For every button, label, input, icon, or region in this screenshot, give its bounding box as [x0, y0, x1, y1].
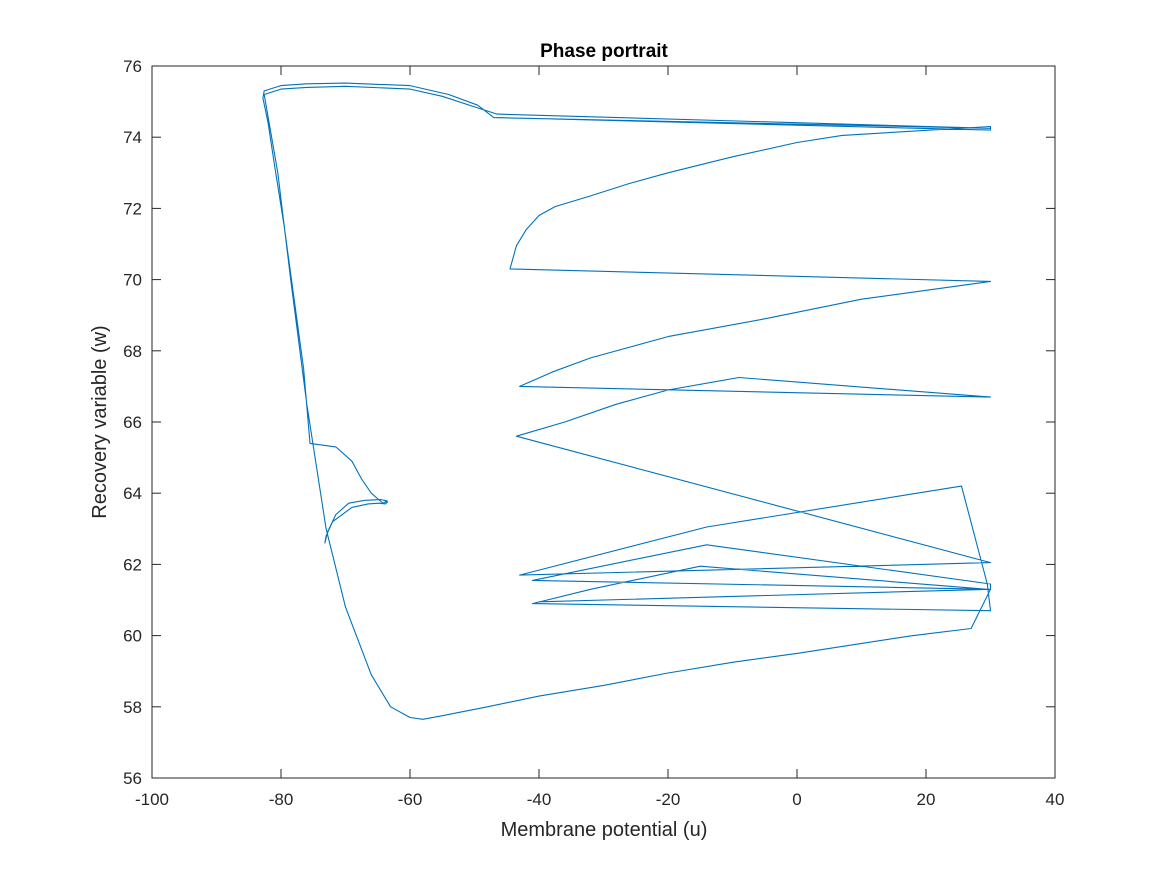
y-tick-label: 60 [123, 627, 142, 646]
y-tick-label: 66 [123, 413, 142, 432]
x-tick-label: -20 [656, 790, 681, 809]
y-tick-label: 74 [123, 128, 142, 147]
chart-title: Phase portrait [540, 41, 668, 62]
plot-area [151, 65, 1056, 779]
x-tick-label: 0 [792, 790, 801, 809]
y-tick-label: 62 [123, 555, 142, 574]
x-tick-label: -100 [135, 790, 169, 809]
y-axis-ticks: 56 58 60 62 64 66 68 70 72 74 76 [123, 57, 1055, 788]
x-axis-label: Membrane potential (u) [501, 819, 708, 841]
x-tick-label: 20 [917, 790, 936, 809]
y-tick-label: 58 [123, 698, 142, 717]
y-tick-label: 70 [123, 271, 142, 290]
y-axis-label: Recovery variable (w) [89, 325, 111, 518]
x-tick-label: -40 [527, 790, 552, 809]
trajectory-line [262, 82, 992, 720]
y-tick-label: 68 [123, 342, 142, 361]
x-tick-label: 40 [1046, 790, 1065, 809]
series-layer [262, 82, 992, 720]
y-tick-label: 72 [123, 199, 142, 218]
y-tick-label: 64 [123, 484, 142, 503]
x-tick-label: -80 [269, 790, 294, 809]
x-tick-label: -60 [398, 790, 423, 809]
y-tick-label: 56 [123, 769, 142, 788]
x-axis-ticks: -100 -80 -60 -40 -20 0 20 40 [135, 66, 1064, 809]
y-tick-label: 76 [123, 57, 142, 76]
